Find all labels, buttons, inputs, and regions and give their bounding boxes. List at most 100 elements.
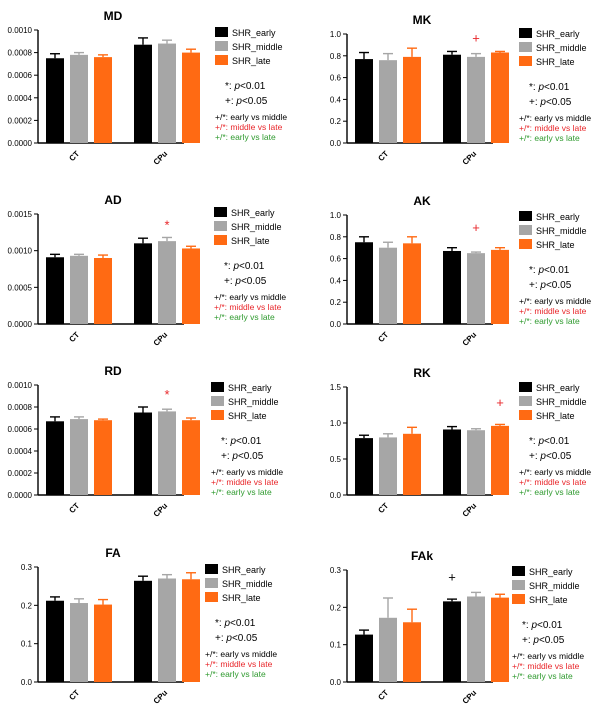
chart-title: MD: [104, 9, 123, 23]
legend-swatch: [215, 41, 228, 51]
legend-swatch: [519, 211, 532, 221]
significance-legend-p001: *: p<0.01: [221, 436, 262, 447]
bar-ct-shr-late: [403, 622, 421, 682]
legend-swatch: [519, 410, 532, 420]
chart-panel-md: MD 0.0000 0.0002 0.0004 0.0006 0.0008 0.0010 CT…: [8, 9, 288, 167]
legend-label: SHR_middle: [536, 397, 587, 407]
bar-ct-shr-late: [403, 56, 421, 143]
significance-legend-p005: +: p<0.05: [522, 635, 565, 646]
y-tick-label: 0.4: [330, 276, 342, 285]
legend-label: SHR_late: [536, 240, 575, 250]
chart-title: FAk: [411, 549, 433, 563]
sig-p: p: [233, 81, 240, 92]
legend-swatch: [205, 564, 218, 574]
significance-legend-p005: +: p<0.05: [225, 96, 268, 107]
comparison-early-middle: +/*: early vs middle: [519, 467, 591, 477]
comparison-early-late: +/*: early vs late: [214, 312, 275, 322]
bar-cpu-shr-middle: [158, 578, 176, 682]
y-tick-label: 1.0: [330, 419, 342, 428]
y-tick-label: 0.0004: [8, 447, 33, 456]
comparison-middle-late: +/*: middle vs late: [215, 122, 283, 132]
bar-cpu-shr-late: [491, 249, 509, 324]
comparison-early-middle: +/*: early vs middle: [205, 649, 277, 659]
chart-panel-rk: RK 0.0 0.5 1.0 1.5 CT CPu + SHR_early SHR_middle S…: [330, 366, 591, 519]
chart-title: AK: [413, 194, 431, 208]
bar-cpu-shr-middle: [467, 596, 485, 682]
y-tick-label: 0.0008: [8, 403, 33, 412]
sig-p: p: [234, 276, 241, 287]
bar-ct-shr-early: [355, 242, 373, 324]
sig-value: <0.01: [544, 436, 570, 447]
comparison-early-late: +/*: early vs late: [519, 316, 580, 326]
chart-panel-fak: FAk 0.0 0.1 0.2 0.3 CT CPu + SHR_early SHR_middle…: [330, 549, 584, 706]
legend-label: SHR_early: [536, 383, 580, 393]
sig-value: <0.05: [546, 451, 572, 462]
significance-legend-p005: +: p<0.05: [529, 280, 572, 291]
sig-value: <0.05: [546, 280, 572, 291]
bar-ct-shr-middle: [70, 54, 88, 143]
legend-swatch: [211, 396, 224, 406]
y-tick-label: 0.0010: [8, 247, 33, 256]
y-tick-label: 0.0015: [8, 210, 33, 219]
sig-value: <0.05: [232, 633, 258, 644]
x-tick-label: CPu: [152, 149, 170, 167]
y-tick-label: 0.2: [330, 603, 342, 612]
significance-legend-p005: +: p<0.05: [215, 633, 258, 644]
legend-label: SHR_middle: [232, 42, 283, 52]
x-tick-label: CT: [67, 149, 81, 163]
sig-value: <0.05: [242, 96, 268, 107]
comparison-early-middle: +/*: early vs middle: [214, 292, 286, 302]
comparison-middle-late: +/*: middle vs late: [205, 659, 273, 669]
bar-cpu-shr-late: [182, 420, 200, 495]
y-tick-label: 0.2: [330, 298, 342, 307]
legend-label: SHR_late: [536, 411, 575, 421]
legend-swatch: [519, 42, 532, 52]
bar-cpu-shr-late: [491, 425, 509, 495]
y-tick-label: 0.8: [330, 52, 342, 61]
significance-marker: *: [164, 217, 169, 232]
significance-legend-p001: *: p<0.01: [224, 261, 265, 272]
bar-cpu-shr-early: [134, 44, 152, 143]
y-tick-label: 0.0006: [8, 425, 33, 434]
x-tick-label: CPu: [152, 330, 170, 348]
x-tick-label: CT: [376, 688, 390, 702]
chart-panel-mk: MK 0.0 0.2 0.4 0.6 0.8 1.0 CT CPu + SHR_early SHR_m…: [330, 13, 591, 167]
chart-title: MK: [413, 13, 432, 27]
bar-cpu-shr-middle: [158, 43, 176, 144]
y-tick-label: 0.0000: [8, 139, 33, 148]
sig-p: p: [539, 280, 546, 291]
y-tick-label: 0.0000: [8, 320, 33, 329]
comparison-early-middle: +/*: early vs middle: [512, 651, 584, 661]
sig-symbol: +:: [221, 451, 232, 462]
sig-symbol: *:: [221, 436, 230, 447]
y-tick-label: 0.0006: [8, 71, 33, 80]
sig-p: p: [530, 620, 537, 631]
bar-cpu-shr-late: [182, 52, 200, 143]
significance-marker: +: [472, 30, 480, 45]
legend-swatch: [214, 207, 227, 217]
legend-swatch: [519, 239, 532, 249]
y-tick-label: 0.0: [330, 139, 342, 148]
y-tick-label: 0.4: [330, 95, 342, 104]
legend-swatch: [519, 396, 532, 406]
y-tick-label: 0.2: [21, 601, 33, 610]
x-tick-label: CPu: [461, 149, 479, 167]
significance-legend-p001: *: p<0.01: [529, 265, 570, 276]
bar-ct-shr-early: [355, 634, 373, 682]
legend-label: SHR_early: [232, 28, 276, 38]
comparison-middle-late: +/*: middle vs late: [214, 302, 282, 312]
x-tick-label: CT: [376, 330, 390, 344]
legend-swatch: [519, 225, 532, 235]
chart-title: RK: [413, 366, 431, 380]
y-tick-label: 0.0002: [8, 469, 33, 478]
comparison-early-late: +/*: early vs late: [211, 487, 272, 497]
significance-legend-p005: +: p<0.05: [224, 276, 267, 287]
comparison-early-middle: +/*: early vs middle: [519, 296, 591, 306]
y-tick-label: 0.0010: [8, 381, 33, 390]
sig-value: <0.05: [539, 635, 565, 646]
legend-swatch: [205, 578, 218, 588]
